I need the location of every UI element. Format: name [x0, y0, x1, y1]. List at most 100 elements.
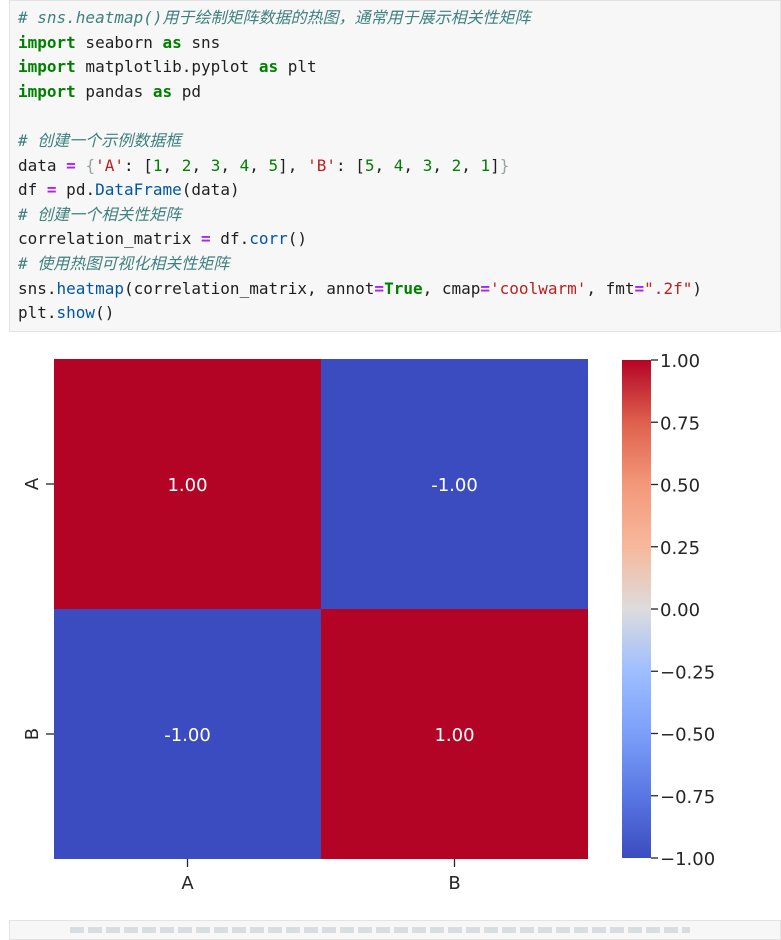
code-editor[interactable]: # sns.heatmap()用于绘制矩阵数据的热图，通常用于展示相关性矩阵 im… [10, 1, 780, 326]
code-token: as [258, 57, 279, 77]
code-token: : [ [335, 155, 365, 175]
x-tick-label: A [181, 873, 194, 894]
colorbar-tick-label: −0.75 [660, 787, 715, 808]
colorbar [622, 360, 651, 858]
code-token: ".2f" [644, 278, 693, 298]
code-token: # 创建一个示例数据框 [18, 130, 182, 150]
code-token: 'A' [95, 155, 124, 175]
code-token: correlation_matrix [18, 229, 202, 249]
code-line: # 创建一个相关性矩阵 [18, 203, 780, 228]
code-token: 1 [480, 155, 491, 175]
code-token: as [162, 32, 182, 52]
heatmap-figure: 1.00 -1.00 -1.00 1.00 A B A B 1.00 0.75 0.50 0.2… [22, 351, 715, 894]
code-token: sns [181, 32, 221, 52]
code-token: : [ [123, 155, 153, 175]
code-line: import seaborn as sns [18, 31, 780, 56]
next-cell-text-preview [70, 927, 690, 933]
code-token: corr [249, 229, 288, 249]
code-token: (data) [181, 180, 240, 200]
code-token: 2 [181, 155, 192, 175]
code-token: , [162, 155, 182, 175]
colorbar-tick-label: −0.50 [660, 725, 715, 746]
cell-annotation: 1.00 [434, 725, 474, 746]
y-tick-label: B [22, 728, 43, 740]
code-line: correlation_matrix = df.corr() [18, 227, 780, 252]
code-token: df [18, 180, 47, 200]
code-token: (correlation_matrix, annot [123, 278, 375, 298]
code-token: { [75, 155, 96, 175]
code-token: , [374, 155, 394, 175]
code-line: import pandas as pd [18, 80, 780, 105]
code-token: import [18, 81, 76, 101]
code-line: import matplotlib.pyplot as plt [18, 55, 780, 80]
code-token: matplotlib.pyplot [75, 57, 259, 77]
colorbar-tick-label: −0.25 [660, 662, 715, 683]
code-token: 4 [239, 155, 250, 175]
code-token: 1 [152, 155, 163, 175]
code-token: , [403, 155, 423, 175]
code-token: ], [278, 155, 308, 175]
colorbar-tick-label: 0.75 [660, 413, 700, 434]
code-token: () [287, 229, 307, 249]
code-token: pd [172, 81, 202, 101]
colorbar-tick-label: 1.00 [660, 351, 700, 372]
code-token: heatmap [56, 278, 124, 298]
code-token: = [46, 180, 57, 200]
code-line: # sns.heatmap()用于绘制矩阵数据的热图，通常用于展示相关性矩阵 [18, 6, 780, 31]
code-token: seaborn [75, 32, 163, 52]
y-tick-label: A [22, 477, 43, 490]
code-token: pandas [75, 81, 153, 101]
code-token: , [249, 155, 269, 175]
colorbar-tick-label: 0.00 [660, 600, 700, 621]
heatmap-cell [54, 609, 321, 859]
code-token: , [461, 155, 481, 175]
cell-annotation: -1.00 [164, 725, 211, 746]
code-token: 5 [268, 155, 279, 175]
code-token: 3 [210, 155, 221, 175]
cell-annotation: -1.00 [431, 475, 478, 496]
code-line: sns.heatmap(correlation_matrix, annot=Tr… [18, 277, 780, 302]
heatmap-cell [54, 359, 321, 609]
code-token: = [634, 278, 645, 298]
code-token: data [18, 155, 67, 175]
code-token: ] [490, 155, 500, 175]
code-line: df = pd.DataFrame(data) [18, 178, 780, 203]
heatmap-output: 1.00 -1.00 -1.00 1.00 A B A B 1.00 0.75 0.50 0.2… [0, 340, 781, 920]
code-token: 'B' [307, 155, 336, 175]
code-token: df. [210, 229, 250, 249]
code-line: plt.show() [18, 301, 780, 326]
code-token: = [66, 155, 76, 175]
code-token: = [480, 278, 491, 298]
code-token: # 创建一个相关性矩阵 [18, 204, 182, 224]
code-token: } [499, 155, 510, 175]
code-token: 3 [422, 155, 433, 175]
code-token: = [374, 278, 385, 298]
code-token: ) [692, 278, 702, 298]
code-token: 4 [393, 155, 404, 175]
colorbar-tick-label: 0.50 [660, 476, 700, 497]
code-token: import [18, 57, 76, 77]
code-token: plt. [18, 303, 57, 323]
next-code-cell[interactable] [9, 920, 781, 940]
code-line [18, 104, 780, 129]
code-token: , cmap [422, 278, 481, 298]
code-token: DataFrame [95, 180, 182, 200]
code-token: , [191, 155, 211, 175]
code-token: plt [278, 57, 317, 77]
heatmap-cell [321, 609, 588, 859]
code-token: import [18, 32, 76, 52]
code-token: , [220, 155, 240, 175]
code-cell[interactable]: # sns.heatmap()用于绘制矩阵数据的热图，通常用于展示相关性矩阵 im… [9, 0, 781, 332]
x-tick-label: B [448, 873, 460, 894]
code-token: = [201, 229, 211, 249]
code-line: # 使用热图可视化相关性矩阵 [18, 252, 780, 277]
code-line: # 创建一个示例数据框 [18, 129, 780, 154]
code-token: 2 [451, 155, 462, 175]
code-token: True [384, 278, 423, 298]
cell-annotation: 1.00 [167, 475, 207, 496]
code-token: , fmt [586, 278, 635, 298]
heatmap-cell [321, 359, 588, 609]
code-token: # 使用热图可视化相关性矩阵 [18, 253, 230, 273]
colorbar-tick-label: −1.00 [660, 849, 715, 870]
code-token: 'coolwarm' [490, 278, 587, 298]
